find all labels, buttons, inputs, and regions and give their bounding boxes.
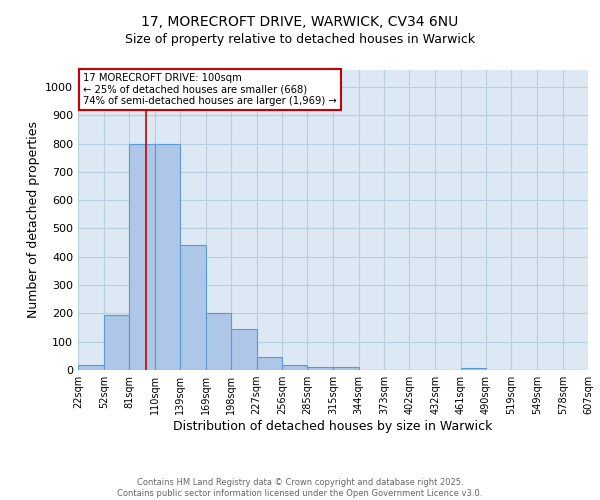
Bar [104, 315, 130, 370]
Text: Contains HM Land Registry data © Crown copyright and database right 2025.
Contai: Contains HM Land Registry data © Crown c… [118, 478, 482, 498]
Bar [307, 367, 334, 370]
Bar [282, 365, 307, 370]
Y-axis label: Number of detached properties: Number of detached properties [26, 122, 40, 318]
Bar [334, 367, 359, 370]
Bar [180, 246, 206, 370]
Bar [257, 356, 282, 370]
Text: 17 MORECROFT DRIVE: 100sqm
← 25% of detached houses are smaller (668)
74% of sem: 17 MORECROFT DRIVE: 100sqm ← 25% of deta… [83, 73, 337, 106]
Bar [461, 368, 486, 370]
Bar [130, 144, 155, 370]
Bar [206, 314, 232, 370]
Text: Size of property relative to detached houses in Warwick: Size of property relative to detached ho… [125, 32, 475, 46]
Text: 17, MORECROFT DRIVE, WARWICK, CV34 6NU: 17, MORECROFT DRIVE, WARWICK, CV34 6NU [142, 15, 458, 29]
X-axis label: Distribution of detached houses by size in Warwick: Distribution of detached houses by size … [173, 420, 493, 433]
Bar [78, 365, 104, 370]
Bar [155, 144, 180, 370]
Bar [232, 329, 257, 370]
